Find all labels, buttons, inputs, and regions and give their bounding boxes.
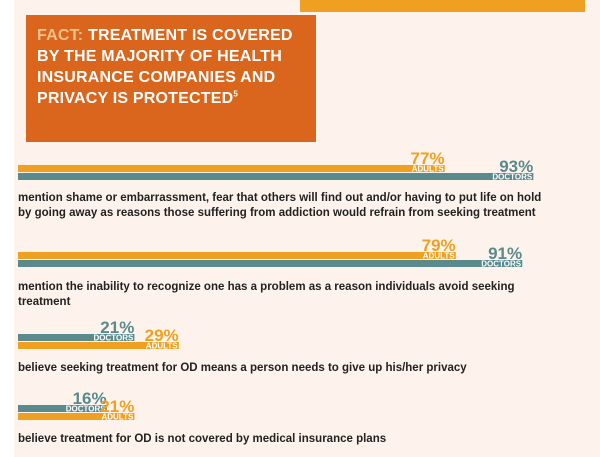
- fact-label: FACT:: [37, 27, 84, 44]
- series-tag-bg-adults-4: [92, 413, 135, 420]
- series-tag-adults-4: ADULTS: [101, 413, 134, 422]
- bar-adults-1: [18, 165, 445, 172]
- series-tag-bg-doctors-2: [473, 260, 523, 267]
- series-tag-doctors-2: DOCTORS: [481, 260, 522, 269]
- caption-3: believe seeking treatment for OD means a…: [18, 362, 467, 374]
- caption-4: believe treatment for OD is not covered …: [18, 433, 387, 445]
- series-tag-bg-adults-1: [402, 165, 445, 172]
- footnote-marker: 5: [233, 89, 238, 99]
- top-accent-bar: [300, 0, 585, 12]
- value-label-doctors-4: 16%: [73, 389, 107, 408]
- fact-text: TREATMENT IS COVERED BY THE MAJORITY OF …: [37, 27, 293, 107]
- value-label-doctors-1: 93%: [499, 157, 533, 176]
- series-tag-doctors-3: DOCTORS: [93, 334, 134, 343]
- series-tag-doctors-4: DOCTORS: [66, 405, 107, 414]
- series-tag-doctors-1: DOCTORS: [492, 173, 533, 182]
- series-tag-bg-adults-2: [414, 252, 456, 259]
- caption-2: mention the inability to recognize one h…: [18, 281, 515, 308]
- bar-adults-3: [18, 342, 179, 349]
- series-tag-adults-3: ADULTS: [146, 342, 179, 351]
- value-label-adults-4: 21%: [100, 397, 134, 416]
- series-tag-bg-doctors-3: [86, 334, 135, 341]
- value-label-adults-3: 29%: [145, 326, 179, 345]
- fact-callout: FACT: TREATMENT IS COVERED BY THE MAJORI…: [26, 15, 316, 142]
- bar-adults-2: [18, 252, 456, 259]
- bar-doctors-1: [18, 173, 534, 180]
- value-label-doctors-3: 21%: [100, 318, 134, 337]
- bar-adults-4: [18, 413, 135, 420]
- series-tag-adults-1: ADULTS: [412, 165, 445, 174]
- value-label-adults-2: 79%: [422, 236, 456, 255]
- caption-1: mention shame or embarrassment, fear tha…: [18, 192, 542, 219]
- bar-doctors-2: [18, 260, 523, 267]
- bar-doctors-3: [18, 334, 135, 341]
- series-tag-bg-doctors-1: [485, 173, 534, 180]
- series-tag-bg-doctors-4: [58, 405, 107, 412]
- series-tag-adults-2: ADULTS: [423, 252, 456, 261]
- series-tag-bg-adults-3: [137, 342, 179, 349]
- value-label-adults-1: 77%: [411, 149, 445, 168]
- value-label-doctors-2: 91%: [488, 244, 522, 263]
